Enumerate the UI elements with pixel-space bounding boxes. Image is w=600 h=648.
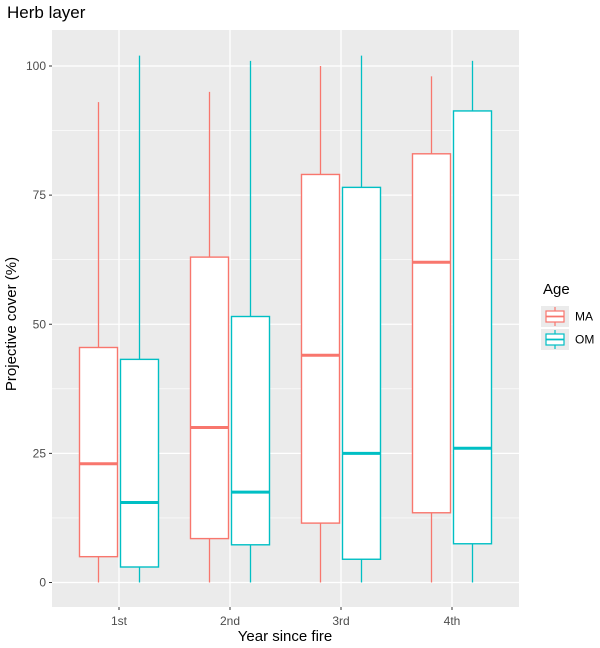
legend-label: OM: [575, 333, 594, 347]
y-tick-label: 0: [39, 576, 46, 590]
box-body: [230, 315, 271, 546]
x-axis: 1st 2nd 3rd 4th: [111, 607, 460, 628]
y-tick-label: 25: [33, 446, 47, 460]
box-body: [78, 346, 119, 558]
x-tick-label: 2nd: [220, 614, 240, 628]
box-body: [341, 186, 382, 560]
legend-label: MA: [575, 310, 593, 324]
y-axis-title: Projective cover (%): [3, 257, 20, 391]
box-body: [300, 173, 341, 524]
box-MA-4th: [411, 76, 452, 583]
box-MA-1st: [78, 102, 119, 583]
y-tick-label: 50: [33, 317, 47, 331]
y-tick-label: 75: [33, 188, 47, 202]
box-OM-4th: [452, 60, 493, 583]
box-OM-3rd: [341, 55, 382, 583]
box-body: [189, 256, 230, 540]
x-tick-label: 1st: [111, 614, 128, 628]
box-MA-3rd: [300, 66, 341, 583]
box-group: [78, 55, 493, 583]
x-axis-title: Year since fire: [238, 628, 333, 645]
y-tick-label: 100: [26, 59, 46, 73]
box-body: [411, 153, 452, 514]
x-tick-label: 4th: [444, 614, 461, 628]
y-axis: 0 25 50 75 100: [26, 59, 52, 590]
legend-title: Age: [543, 281, 570, 298]
box-OM-1st: [119, 55, 160, 583]
box-body: [452, 110, 493, 545]
box-body: [119, 358, 160, 568]
x-tick-label: 3rd: [332, 614, 349, 628]
chart-title: Herb layer: [7, 3, 86, 22]
box-MA-2nd: [189, 91, 230, 583]
box-OM-2nd: [230, 60, 271, 583]
legend: Age MA OM: [541, 281, 594, 350]
